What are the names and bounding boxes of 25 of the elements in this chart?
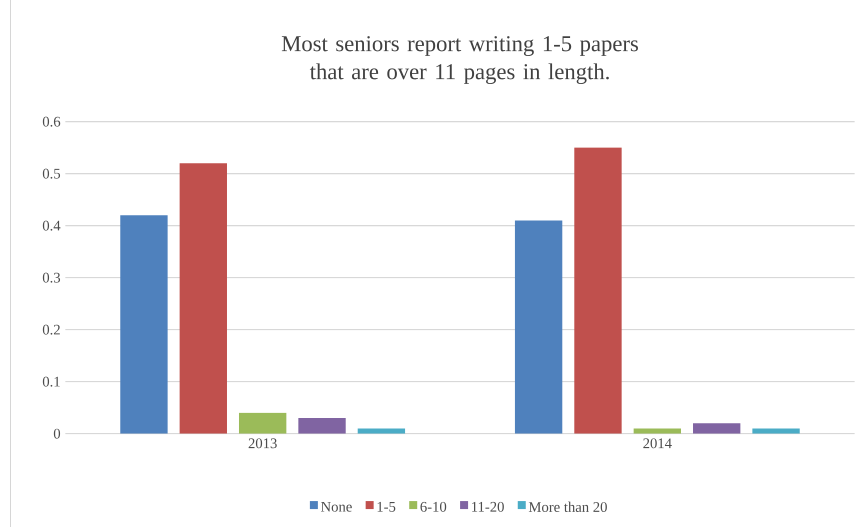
legend-label: 6-10 bbox=[420, 502, 446, 512]
x-tick-label: 2014 bbox=[643, 438, 672, 448]
bar bbox=[752, 428, 800, 434]
legend-label: 11-20 bbox=[472, 502, 504, 512]
legend-label: More than 20 bbox=[528, 502, 607, 512]
y-tick-label: 0.6 bbox=[42, 116, 60, 127]
bar bbox=[574, 148, 622, 434]
x-tick-label: 2013 bbox=[248, 438, 277, 448]
y-tick-label: 0 bbox=[54, 428, 60, 439]
bar bbox=[358, 428, 406, 434]
legend-label: 1-5 bbox=[378, 502, 396, 512]
bar bbox=[693, 423, 740, 434]
legend-label: None bbox=[320, 502, 352, 512]
y-tick-label: 0.5 bbox=[42, 168, 60, 179]
chart-title: Most seniors report writing 1-5 papers that are over 11 pages in length. bbox=[282, 36, 638, 84]
y-tick-label: 0.2 bbox=[42, 324, 60, 335]
bar bbox=[298, 418, 346, 434]
y-tick-label: 0.1 bbox=[42, 376, 60, 387]
bar bbox=[238, 412, 286, 434]
bar bbox=[120, 215, 168, 434]
bar bbox=[634, 428, 682, 434]
y-tick-label: 0.4 bbox=[42, 220, 60, 231]
bar bbox=[180, 163, 227, 434]
y-tick-label: 0.3 bbox=[42, 272, 60, 283]
bar bbox=[514, 220, 562, 434]
